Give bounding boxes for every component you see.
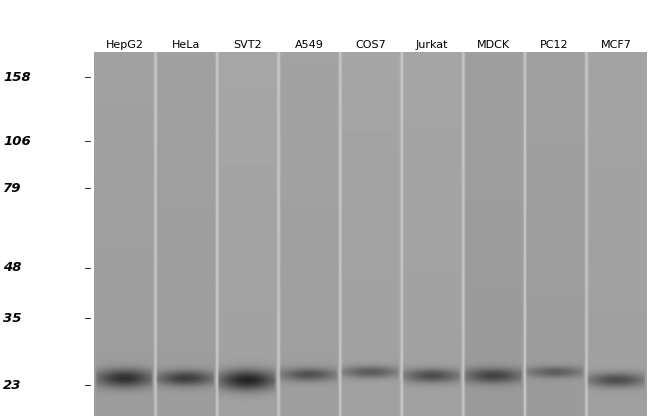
Text: MDCK: MDCK xyxy=(476,40,510,50)
Text: Jurkat: Jurkat xyxy=(415,40,448,50)
Text: 35: 35 xyxy=(3,312,21,325)
Text: SVT2: SVT2 xyxy=(233,40,262,50)
Text: HepG2: HepG2 xyxy=(106,40,144,50)
Text: A549: A549 xyxy=(294,40,324,50)
Text: —: — xyxy=(85,72,91,82)
Text: 79: 79 xyxy=(3,182,21,195)
Text: MCF7: MCF7 xyxy=(601,40,632,50)
Text: —: — xyxy=(85,136,91,146)
Text: —: — xyxy=(85,263,91,273)
Text: PC12: PC12 xyxy=(540,40,569,50)
Text: —: — xyxy=(85,380,91,390)
Text: 23: 23 xyxy=(3,379,21,392)
Text: 48: 48 xyxy=(3,261,21,274)
Text: —: — xyxy=(85,183,91,193)
Text: 106: 106 xyxy=(3,135,31,148)
Text: HeLa: HeLa xyxy=(172,40,200,50)
Text: 158: 158 xyxy=(3,71,31,84)
Text: —: — xyxy=(85,314,91,323)
Text: COS7: COS7 xyxy=(355,40,386,50)
